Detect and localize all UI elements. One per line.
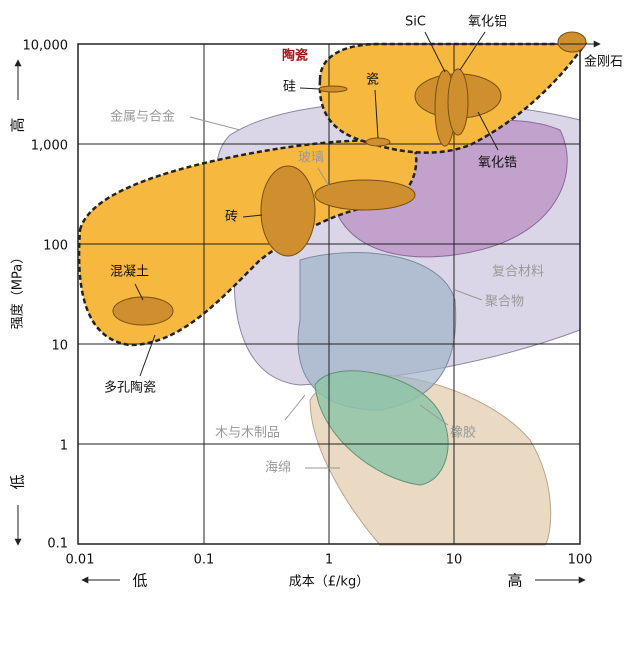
- polymers-region: [297, 252, 457, 411]
- y-high: 高: [9, 117, 27, 132]
- y-tick-label: 1: [60, 439, 68, 454]
- porcelain: [365, 137, 391, 147]
- x-low: 低: [132, 572, 147, 590]
- label: 金属与合金: [110, 109, 175, 125]
- x-tick-label: 0.01: [66, 553, 95, 568]
- y-tick-label: 0.1: [47, 537, 68, 552]
- label: 复合材料: [492, 265, 544, 280]
- wood-region: [314, 370, 449, 486]
- silicon: [318, 85, 348, 93]
- concrete: [112, 296, 174, 326]
- label: 海绵: [265, 461, 291, 476]
- label: 木与木制品: [215, 426, 280, 441]
- leaders: [134, 31, 499, 469]
- label: 陶瓷: [282, 48, 308, 64]
- y-tick-label: 10: [51, 339, 68, 354]
- label: 玻璃: [298, 151, 324, 166]
- label: 瓷: [366, 73, 379, 88]
- diamond: [557, 31, 587, 53]
- y-axis-label: 强度（MPa）: [10, 251, 26, 329]
- label: 氧化锆: [478, 156, 517, 171]
- x-tick-label: 0.1: [194, 553, 215, 568]
- x-tick-label: 1: [325, 553, 333, 568]
- y-tick-label: 100: [43, 239, 68, 254]
- x-axis-label: 成本（£/kg）: [289, 575, 369, 590]
- label: 混凝土: [110, 264, 149, 280]
- y-low: 低: [9, 474, 27, 489]
- label: SiC: [405, 15, 426, 30]
- label: 氧化铝: [468, 15, 507, 30]
- y-ticks: 10,000 1,000 100 10 1 0.1: [23, 39, 69, 552]
- glass: [314, 179, 416, 211]
- label: 多孔陶瓷: [104, 380, 156, 396]
- grid: [77, 43, 581, 545]
- label: 橡胶: [450, 425, 476, 441]
- y-tick-label: 10,000: [23, 39, 69, 54]
- label: 硅: [283, 80, 296, 95]
- x-high: 高: [507, 572, 522, 590]
- y-tick-label: 1,000: [31, 139, 68, 154]
- x-ticks: 0.01 0.1 1 10 100: [66, 553, 593, 568]
- x-tick-label: 100: [568, 553, 593, 568]
- brick: [260, 165, 316, 257]
- label: 金刚石: [584, 54, 623, 70]
- x-tick-label: 10: [446, 553, 463, 568]
- label: 砖: [225, 210, 238, 225]
- alumina: [447, 68, 469, 136]
- label: 聚合物: [485, 295, 524, 310]
